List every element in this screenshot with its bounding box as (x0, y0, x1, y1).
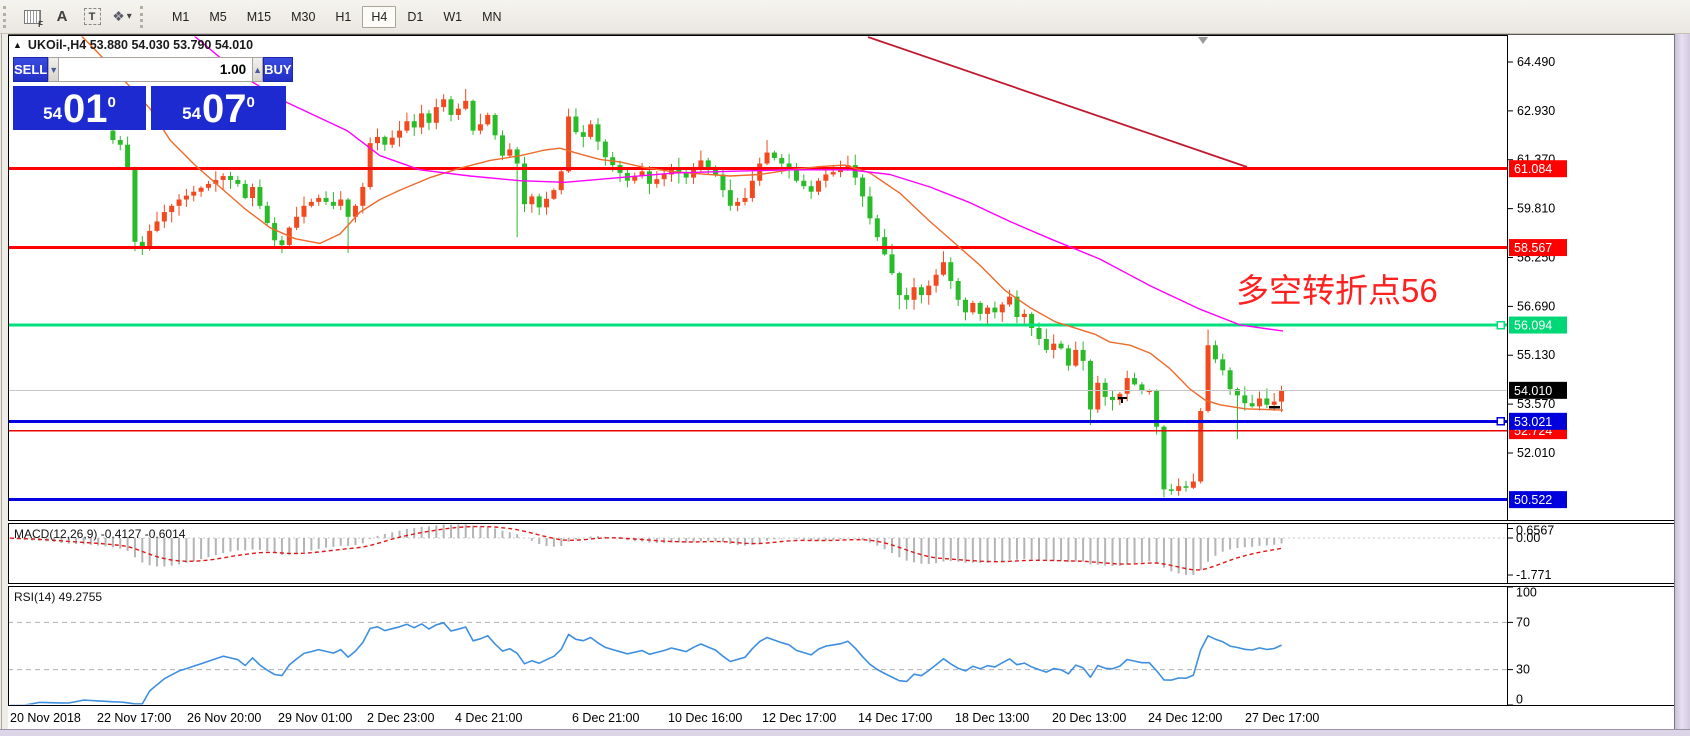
svg-text:52.010: 52.010 (1517, 446, 1555, 460)
buy-button[interactable]: BUY (263, 57, 293, 82)
grid-f-letter: F (38, 19, 43, 29)
toolbar-drag-handle[interactable] (3, 5, 11, 28)
svg-text:53.570: 53.570 (1517, 397, 1555, 411)
timeframe-button-M1[interactable]: M1 (172, 9, 190, 24)
toolbar-separator-handle[interactable] (140, 5, 148, 28)
time-axis[interactable]: 20 Nov 2018 22 Nov 17:00 26 Nov 20:00 29 No… (10, 711, 1319, 725)
chart-annotation-text[interactable]: 多空转折点56 (1236, 272, 1438, 309)
rsi-line (10, 621, 1282, 705)
svg-text:64.490: 64.490 (1517, 55, 1555, 69)
main-price-panel (8, 36, 1508, 502)
dash-marker (1269, 406, 1280, 409)
chart-background (0, 33, 1690, 736)
svg-text:29 Nov 01:00: 29 Nov 01:00 (278, 711, 352, 725)
svg-text:14 Dec 17:00: 14 Dec 17:00 (858, 711, 932, 725)
svg-text:22 Nov 17:00: 22 Nov 17:00 (97, 711, 171, 725)
svg-text:10 Dec 16:00: 10 Dec 16:00 (668, 711, 742, 725)
svg-text:59.810: 59.810 (1517, 202, 1555, 216)
timeframe-button-D1[interactable]: D1 (407, 9, 424, 24)
timeframe-button-M15[interactable]: M15 (246, 9, 272, 24)
svg-text:0.6567: 0.6567 (1516, 524, 1554, 538)
sell-price-big: 01 (63, 87, 108, 131)
svg-text:61.084: 61.084 (1514, 162, 1552, 176)
timeframe-button-H1[interactable]: H1 (335, 9, 352, 24)
timeframe-button-MN[interactable]: MN (482, 9, 502, 24)
svg-text:56.094: 56.094 (1514, 319, 1552, 333)
right-scrollbar-strip[interactable] (1675, 33, 1690, 736)
svg-text:0: 0 (1516, 693, 1523, 707)
ma-fast-line (80, 36, 1284, 411)
svg-text:56.690: 56.690 (1517, 299, 1555, 313)
symbol-collapse-icon[interactable]: ▲ (13, 40, 22, 50)
panel-borders (8, 33, 1675, 729)
svg-text:53.021: 53.021 (1514, 415, 1552, 429)
symbol-title: ▲ UKOil-,H4 53.880 54.030 53.790 54.010 (13, 38, 253, 52)
chevron-down-icon: ▾ (126, 11, 132, 22)
rsi-axis: 100 70 30 0 (1508, 586, 1537, 707)
buy-price-sup: 0 (246, 94, 255, 111)
chart-markers (1118, 37, 1280, 409)
svg-text:100: 100 (1516, 586, 1537, 600)
sell-button[interactable]: SELL (13, 57, 49, 82)
svg-text:-1.771: -1.771 (1516, 568, 1551, 582)
horizontal-price-lines[interactable] (8, 167, 1508, 502)
svg-text:70: 70 (1516, 615, 1530, 629)
timeframe-button-H4[interactable]: H4 (362, 5, 397, 28)
scroll-marker-icon (1198, 37, 1208, 44)
volume-decrease-button[interactable]: ▼ (48, 57, 60, 82)
rsi-panel (9, 621, 1507, 705)
ma-slow-line (193, 36, 1284, 332)
svg-text:0.00: 0.00 (1516, 531, 1540, 545)
sell-price-panel[interactable]: 54 01 0 (13, 86, 146, 130)
grid-glyph (23, 9, 41, 24)
descending-trendline[interactable] (867, 36, 1248, 168)
svg-text:54.010: 54.010 (1514, 384, 1552, 398)
sell-price-small: 54 (43, 104, 63, 123)
price-axis[interactable]: 64.49062.93061.37059.81058.25056.69055.1… (1508, 55, 1567, 509)
macd-indicator-label: MACD(12,26,9) -0.4127 -0.6014 (14, 527, 186, 541)
symbol-ohlc-text: UKOil-,H4 53.880 54.030 53.790 54.010 (27, 38, 254, 52)
insert-text-icon[interactable]: A (56, 8, 68, 25)
text-label-icon[interactable]: T (78, 4, 106, 30)
svg-text:27 Dec 17:00: 27 Dec 17:00 (1245, 711, 1319, 725)
svg-text:58.567: 58.567 (1514, 241, 1552, 255)
toolbar: F A T ❖ ▾ M1 M5 M15 M30 H1 H4 D1 W1 MN (0, 0, 1690, 34)
svg-text:55.130: 55.130 (1517, 348, 1555, 362)
svg-text:6 Dec 21:00: 6 Dec 21:00 (572, 711, 639, 725)
svg-text:62.930: 62.930 (1517, 104, 1555, 118)
svg-text:20 Nov 2018: 20 Nov 2018 (10, 711, 81, 725)
macd-panel (9, 524, 1507, 576)
data-window-icon[interactable]: F (18, 4, 46, 30)
volume-input[interactable] (59, 57, 253, 82)
timeframe-group: M1 M5 M15 M30 H1 H4 D1 W1 MN (162, 5, 512, 28)
timeframe-button-W1[interactable]: W1 (443, 9, 463, 24)
svg-text:50.522: 50.522 (1514, 493, 1552, 507)
svg-text:12 Dec 17:00: 12 Dec 17:00 (762, 711, 836, 725)
timeframe-button-M30[interactable]: M30 (291, 9, 316, 24)
svg-text:20 Dec 13:00: 20 Dec 13:00 (1052, 711, 1126, 725)
volume-increase-button[interactable]: ▲ (252, 57, 264, 82)
buy-price-big: 07 (202, 87, 247, 131)
sell-price-sup: 0 (107, 94, 116, 111)
buy-price-panel[interactable]: 54 07 0 (151, 86, 286, 130)
shapes-icon[interactable]: ❖ ▾ (112, 8, 132, 24)
candlesticks (110, 88, 1285, 498)
timeframe-button-M5[interactable]: M5 (209, 9, 227, 24)
svg-text:30: 30 (1516, 663, 1530, 677)
svg-text:4 Dec 21:00: 4 Dec 21:00 (455, 711, 522, 725)
svg-text:18 Dec 13:00: 18 Dec 13:00 (955, 711, 1029, 725)
one-click-trading-widget: SELL ▼ ▲ BUY 54 01 0 54 07 0 (13, 57, 293, 130)
rsi-indicator-label: RSI(14) 49.2755 (14, 590, 103, 604)
svg-text:24 Dec 12:00: 24 Dec 12:00 (1148, 711, 1222, 725)
buy-price-small: 54 (182, 104, 202, 123)
svg-text:26 Nov 20:00: 26 Nov 20:00 (187, 711, 261, 725)
svg-text:2 Dec 23:00: 2 Dec 23:00 (367, 711, 434, 725)
